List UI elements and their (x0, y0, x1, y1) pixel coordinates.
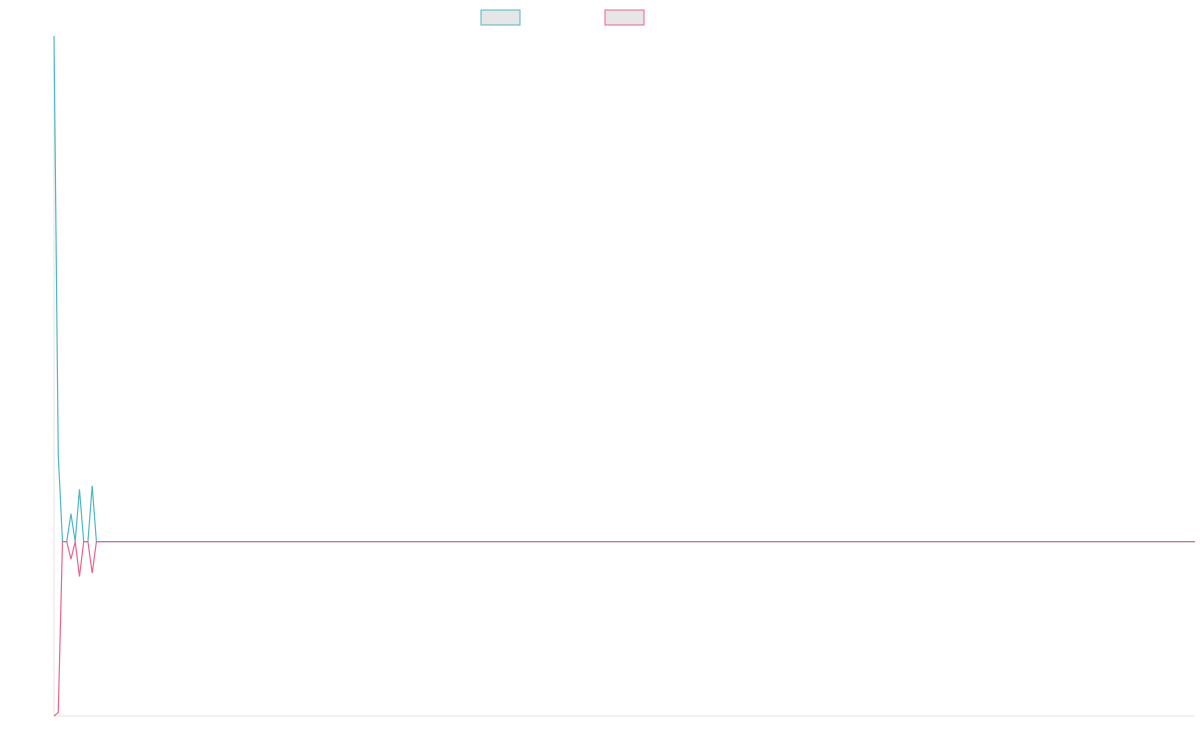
series-line-2 (53, 541, 1195, 717)
legend (480, 9, 645, 26)
series-lines (53, 35, 1195, 717)
axes (53, 36, 1195, 717)
legend-item-1[interactable] (480, 9, 521, 26)
series-line-1 (53, 35, 1195, 543)
legend-item-2[interactable] (604, 9, 645, 26)
